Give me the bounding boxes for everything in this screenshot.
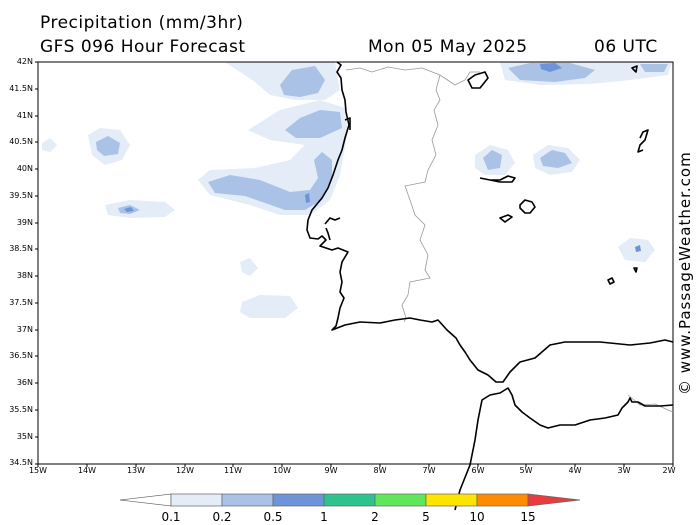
legend-label: 1: [320, 510, 328, 524]
lon-label: 12W: [175, 466, 195, 475]
lon-label: 10W: [272, 466, 292, 475]
lat-label: 36.5N: [9, 351, 33, 360]
lon-label: 7W: [422, 466, 436, 475]
legend-swatch-below-0.1: [119, 493, 172, 507]
lon-label: 4W: [568, 466, 582, 475]
lat-label: 34.5N: [9, 458, 33, 467]
legend-color-scale: [119, 493, 581, 507]
lat-label: 40N: [16, 164, 33, 173]
lon-label: 2W: [662, 466, 676, 475]
legend-swatch-0.2-0.5: [221, 493, 274, 507]
legend-swatch-above-15: [527, 493, 581, 507]
lon-label: 9W: [324, 466, 338, 475]
legend-swatch-2-5: [374, 493, 427, 507]
forecast-date: Mon 05 May 2025: [368, 37, 528, 57]
lat-label: 35N: [16, 432, 33, 441]
axis-ticks: [35, 61, 674, 467]
legend-label: 0.1: [161, 510, 181, 524]
lat-label: 41N: [16, 111, 33, 120]
legend-swatch-10-15: [476, 493, 529, 507]
lat-label: 42N: [16, 57, 33, 66]
legend-swatch-0.1-0.2: [170, 493, 223, 507]
legend-label: 10: [469, 510, 485, 524]
lat-label: 36N: [16, 378, 33, 387]
legend-label: 2: [371, 510, 379, 524]
lat-label: 39.5N: [9, 191, 33, 200]
map-title: Precipitation (mm/3hr): [40, 13, 244, 33]
site-credit: © www.PassageWeather.com: [676, 151, 694, 395]
lat-label: 37.5N: [9, 298, 33, 307]
precip-medium-layer: [96, 63, 668, 214]
legend-label: 0.5: [263, 510, 283, 524]
legend-label: 5: [422, 510, 430, 524]
lat-label: 37N: [16, 325, 33, 334]
lat-label: 39N: [16, 218, 33, 227]
lat-label: 38N: [16, 271, 33, 280]
border-lines: [345, 66, 674, 413]
precip-heavy-layer: [124, 63, 641, 252]
lon-label: 13W: [126, 466, 146, 475]
legend-swatch-5-10: [425, 493, 478, 507]
lat-label: 38.5N: [9, 244, 33, 253]
island-coasts: [467, 65, 649, 285]
lon-label: 14W: [77, 466, 97, 475]
lat-label: 41.5N: [9, 84, 33, 93]
lon-label: 3W: [617, 466, 631, 475]
lat-label: 35.5N: [9, 405, 33, 414]
forecast-time: 06 UTC: [594, 37, 658, 57]
lon-label: 11W: [223, 466, 243, 475]
lon-label: 6W: [471, 466, 485, 475]
legend-label: 15: [520, 510, 536, 524]
coastlines: [306, 61, 674, 511]
legend-swatch-1-2: [323, 493, 376, 507]
legend-label: 0.2: [212, 510, 232, 524]
lon-label: 15W: [28, 466, 48, 475]
legend-swatch-0.5-1: [272, 493, 325, 507]
forecast-subtitle: GFS 096 Hour Forecast: [40, 37, 246, 57]
lat-label: 40.5N: [9, 137, 33, 146]
lon-label: 5W: [519, 466, 533, 475]
precip-light-layer: [42, 62, 672, 318]
lon-label: 8W: [373, 466, 387, 475]
map-frame: [37, 61, 674, 465]
